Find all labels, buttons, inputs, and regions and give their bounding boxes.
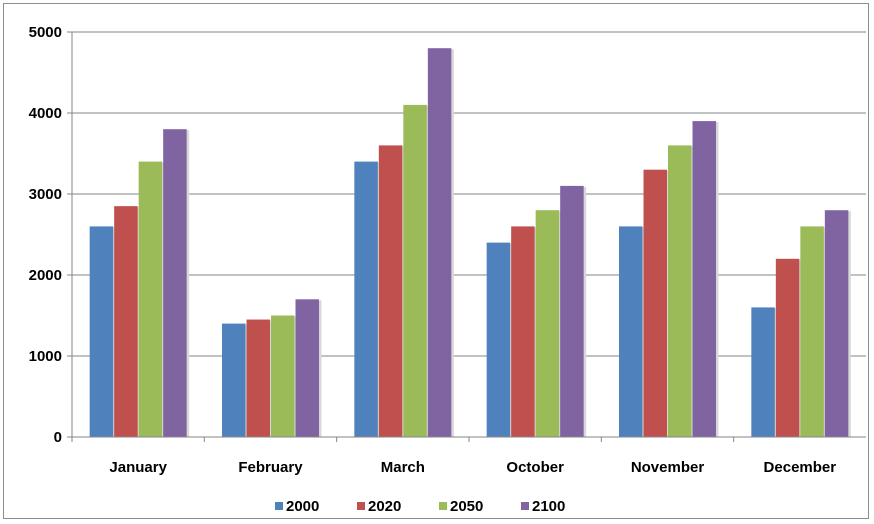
x-tick-label: January: [109, 459, 167, 476]
legend-swatch-2020: [357, 502, 365, 510]
bar-february-2050: [271, 315, 295, 437]
legend-swatch-2050: [439, 502, 447, 510]
legend: 2000 2020 2050 2100: [275, 498, 565, 515]
y-tick-label: 2000: [29, 267, 62, 284]
bar-october-2020: [511, 226, 535, 437]
x-tick-label: February: [238, 459, 303, 476]
legend-label-2050: 2050: [450, 498, 483, 515]
x-tick-label: November: [631, 459, 705, 476]
bar-february-2020: [246, 319, 270, 437]
legend-label-2020: 2020: [368, 498, 401, 515]
y-tick-label: 1000: [29, 348, 62, 365]
legend-swatch-2000: [275, 502, 283, 510]
x-tick-label: March: [381, 459, 425, 476]
bar-november-2000: [619, 226, 643, 437]
bar-january-2050: [138, 161, 163, 437]
bar-december-2020: [775, 258, 800, 437]
bar-november-2020: [643, 169, 667, 437]
bar-october-2000: [486, 242, 511, 437]
bar-march-2000: [354, 161, 378, 437]
bar-december-2100: [824, 210, 849, 437]
bar-march-2050: [403, 104, 427, 438]
gridlines: [72, 31, 866, 357]
bar-march-2100: [427, 48, 452, 437]
bar-november-2050: [668, 145, 692, 437]
legend-label-2000: 2000: [286, 498, 319, 515]
bar-december-2000: [751, 307, 775, 437]
x-axis-ticks: January February March October November Decem…: [71, 437, 837, 476]
bar-february-2100: [295, 299, 319, 437]
axes: [71, 32, 866, 438]
bar-november-2100: [692, 121, 716, 437]
y-tick-label: 5000: [29, 24, 62, 41]
bar-october-2050: [535, 210, 560, 437]
legend-label-2100: 2100: [532, 498, 565, 515]
bar-october-2100: [560, 185, 584, 437]
y-axis-ticks: 0 1000 2000 3000 4000 5000: [29, 24, 72, 446]
legend-swatch-2100: [521, 502, 529, 510]
bar-december-2050: [800, 226, 824, 437]
bar-january-2100: [163, 129, 187, 437]
bar-january-2020: [114, 206, 138, 437]
y-tick-label: 0: [54, 429, 62, 446]
y-tick-label: 3000: [29, 186, 62, 203]
bar-january-2000: [89, 226, 114, 437]
bar-february-2000: [222, 323, 246, 437]
x-tick-label: December: [764, 459, 837, 476]
x-tick-label: October: [506, 459, 564, 476]
bars: [89, 48, 851, 438]
y-tick-label: 4000: [29, 105, 62, 122]
bar-march-2020: [378, 145, 403, 437]
